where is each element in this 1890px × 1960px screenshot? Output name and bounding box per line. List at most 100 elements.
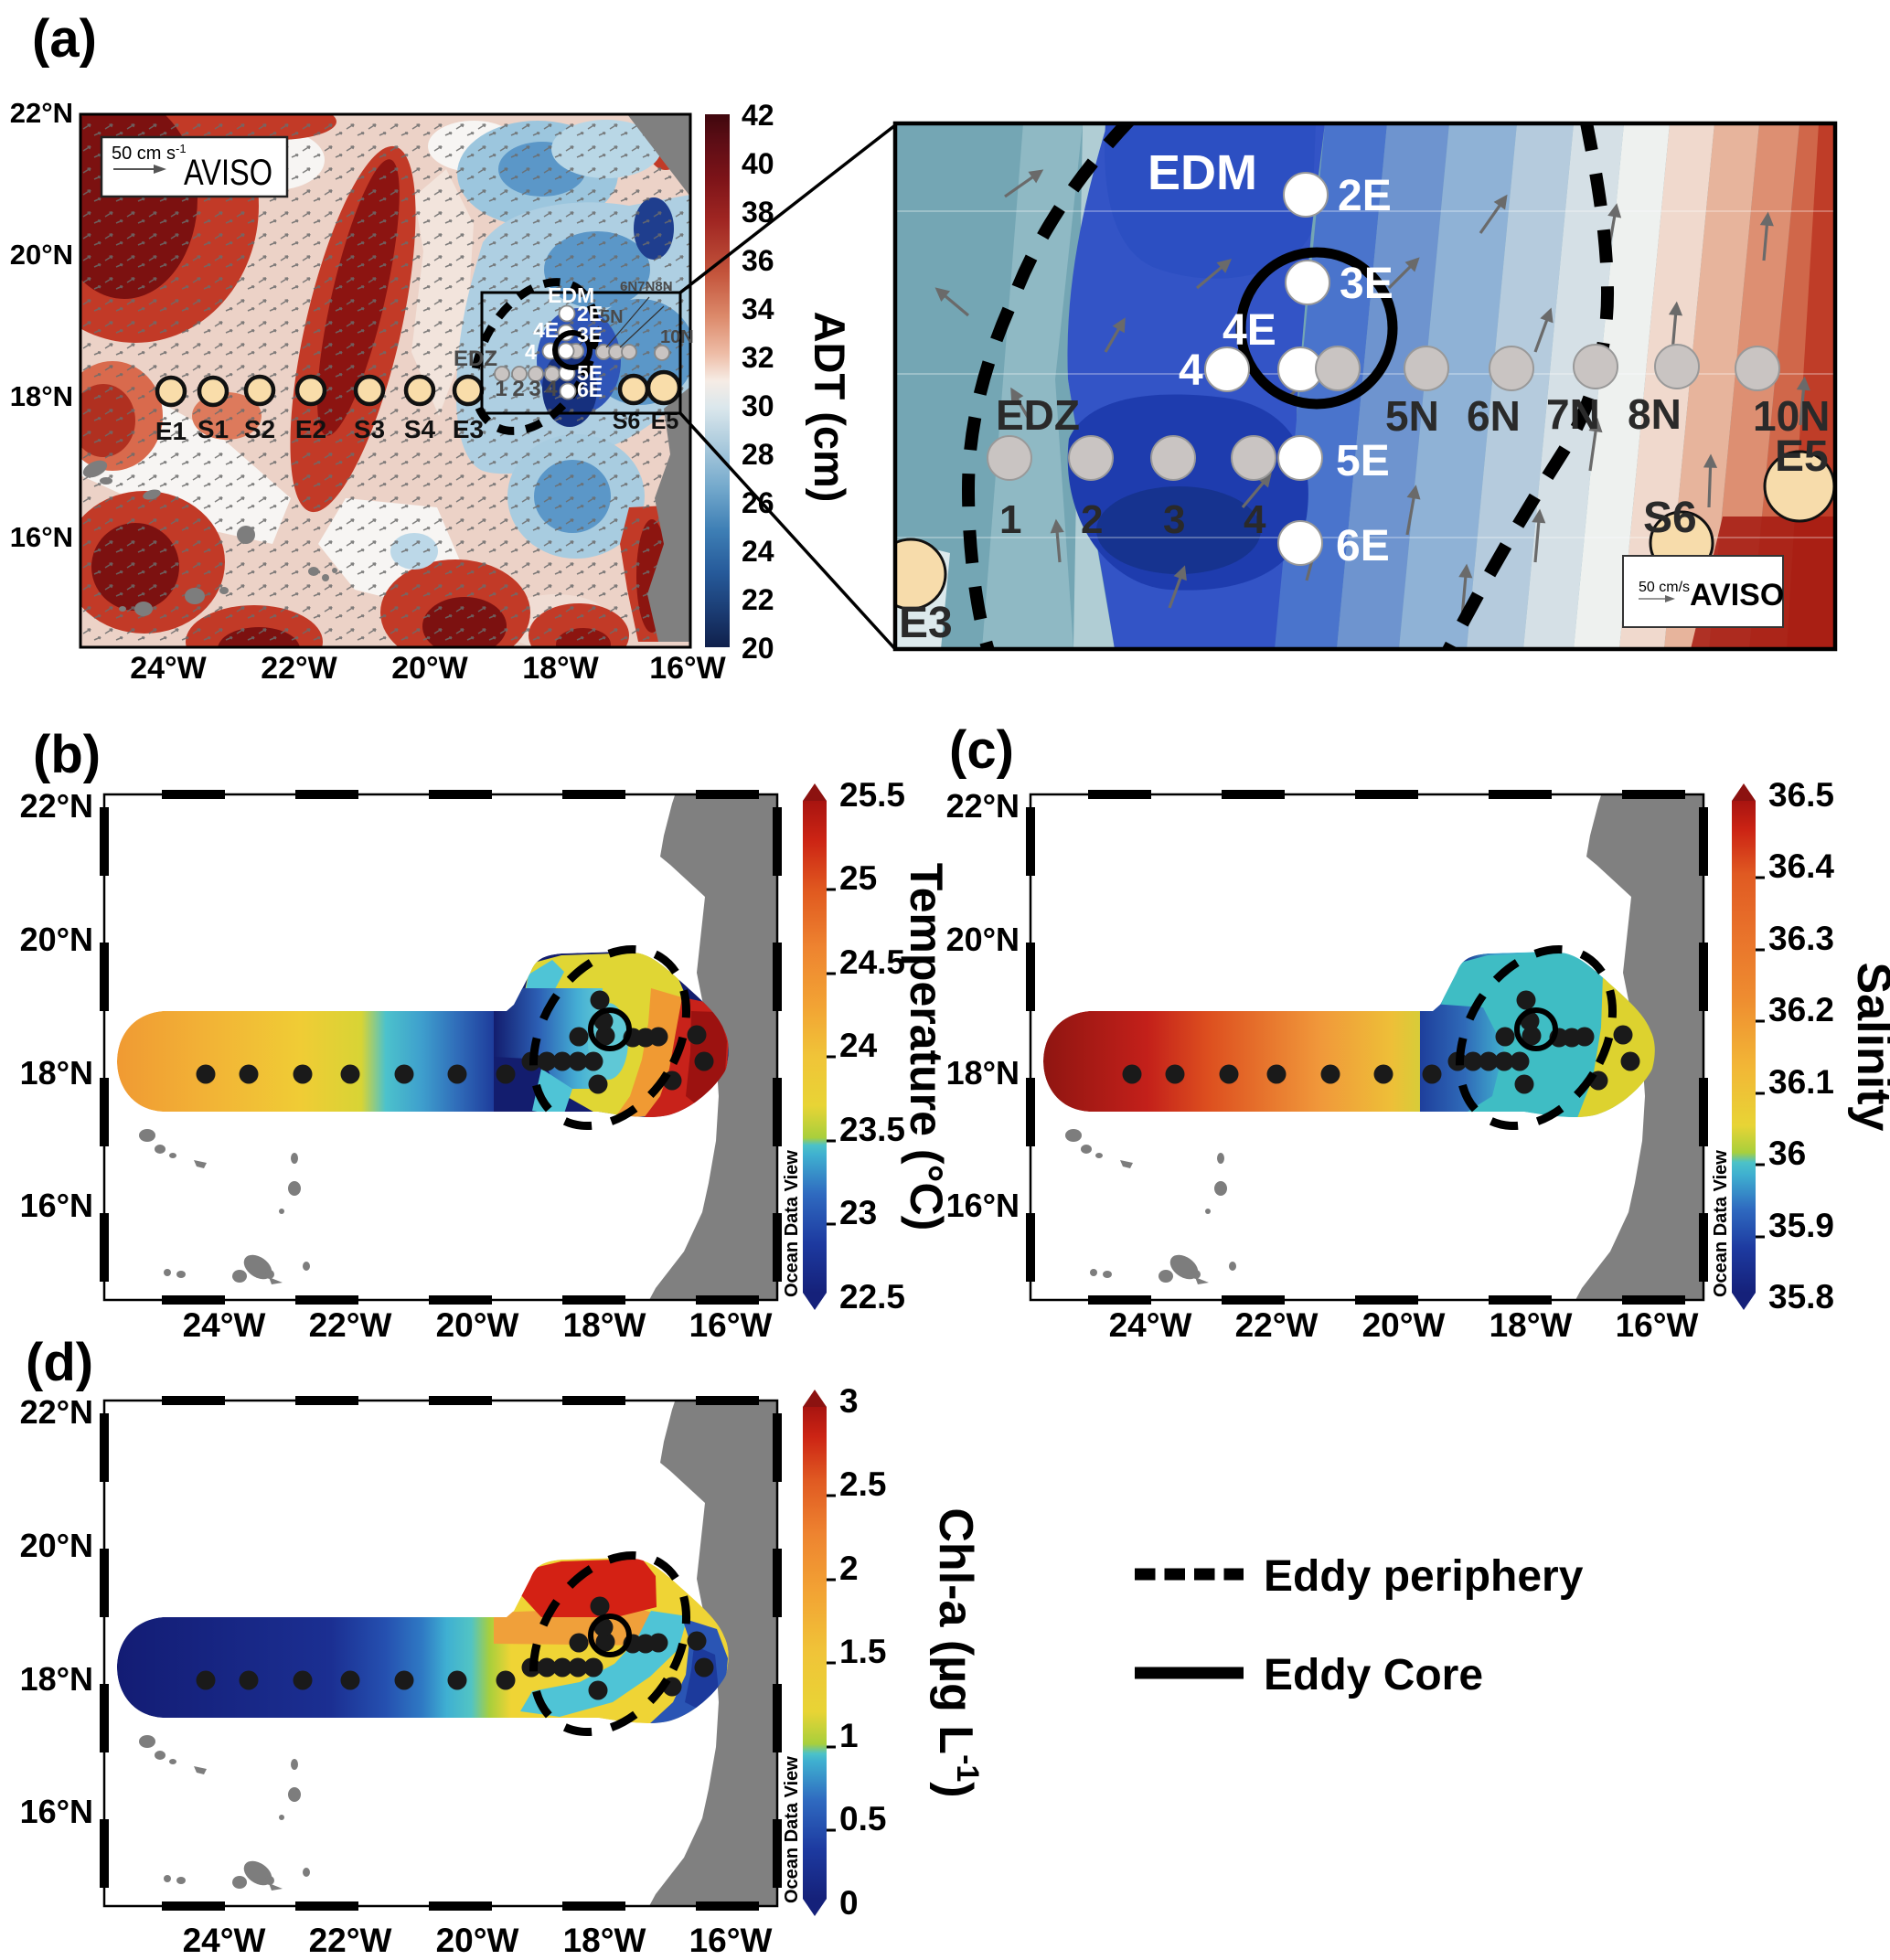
svg-text:10N: 10N xyxy=(660,327,694,347)
svg-text:EDM: EDM xyxy=(1148,145,1257,200)
svg-text:0: 0 xyxy=(839,1884,859,1922)
svg-text:3: 3 xyxy=(529,377,540,401)
svg-text:5N: 5N xyxy=(1385,392,1439,440)
svg-text:1.5: 1.5 xyxy=(839,1633,886,1670)
svg-text:1: 1 xyxy=(839,1717,859,1754)
svg-text:Ocean Data View: Ocean Data View xyxy=(782,1756,802,1903)
svg-text:36.2: 36.2 xyxy=(1768,991,1834,1028)
svg-text:1: 1 xyxy=(495,377,507,401)
svg-text:36.3: 36.3 xyxy=(1768,920,1834,957)
svg-text:36: 36 xyxy=(742,244,774,277)
svg-text:(c): (c) xyxy=(949,720,1014,780)
svg-text:E3: E3 xyxy=(453,415,484,443)
svg-text:2: 2 xyxy=(839,1550,859,1587)
svg-text:4: 4 xyxy=(1244,497,1266,542)
svg-text:18°W: 18°W xyxy=(522,651,599,686)
svg-text:50 cm/s: 50 cm/s xyxy=(1639,580,1690,595)
svg-text:E3: E3 xyxy=(899,599,953,647)
svg-text:4: 4 xyxy=(1179,346,1203,395)
svg-text:3E: 3E xyxy=(577,323,603,346)
svg-text:36: 36 xyxy=(1768,1134,1806,1172)
svg-text:16°W: 16°W xyxy=(649,651,726,686)
svg-text:5E: 5E xyxy=(577,361,603,385)
svg-text:Salinity: Salinity xyxy=(1847,963,1890,1132)
svg-text:42: 42 xyxy=(742,99,774,132)
svg-text:Eddy periphery: Eddy periphery xyxy=(1264,1552,1584,1601)
svg-text:16°N: 16°N xyxy=(10,521,73,553)
svg-text:AVISO: AVISO xyxy=(1690,578,1784,612)
svg-text:EDZ: EDZ xyxy=(996,391,1080,439)
svg-text:S3: S3 xyxy=(354,415,385,443)
svg-text:S1: S1 xyxy=(198,415,229,443)
svg-text:6E: 6E xyxy=(1336,522,1390,570)
svg-text:(a): (a) xyxy=(32,9,97,69)
svg-text:22.5: 22.5 xyxy=(839,1278,905,1316)
svg-text:S6: S6 xyxy=(1643,494,1697,542)
svg-text:4: 4 xyxy=(545,377,558,401)
svg-text:E2: E2 xyxy=(295,415,326,443)
svg-text:3: 3 xyxy=(1163,497,1185,542)
svg-text:24: 24 xyxy=(742,535,774,568)
svg-text:Temperature (°C): Temperature (°C) xyxy=(901,863,952,1230)
svg-text:S2: S2 xyxy=(244,415,275,443)
svg-text:32: 32 xyxy=(742,341,774,374)
svg-text:7N: 7N xyxy=(1546,390,1600,438)
svg-text:22: 22 xyxy=(742,583,774,616)
svg-text:35.9: 35.9 xyxy=(1768,1207,1834,1244)
svg-text:2: 2 xyxy=(512,377,524,401)
svg-text:3: 3 xyxy=(839,1382,859,1420)
svg-text:4E: 4E xyxy=(533,318,559,342)
svg-text:EDM: EDM xyxy=(548,283,594,307)
svg-text:3E: 3E xyxy=(1340,260,1393,308)
svg-text:E5: E5 xyxy=(1775,432,1829,481)
svg-text:36.1: 36.1 xyxy=(1768,1063,1834,1101)
svg-text:24.5: 24.5 xyxy=(839,943,905,981)
svg-text:35.8: 35.8 xyxy=(1768,1278,1834,1316)
svg-text:22°N: 22°N xyxy=(10,97,73,129)
svg-text:5E: 5E xyxy=(1336,437,1390,485)
svg-text:20°N: 20°N xyxy=(10,239,73,271)
svg-text:Ocean Data View: Ocean Data View xyxy=(782,1150,802,1297)
svg-text:2.5: 2.5 xyxy=(839,1465,886,1503)
svg-text:0.5: 0.5 xyxy=(839,1800,886,1838)
svg-text:8N: 8N xyxy=(1628,390,1682,438)
svg-text:20°W: 20°W xyxy=(391,651,468,686)
svg-text:6E: 6E xyxy=(577,378,603,401)
svg-text:23.5: 23.5 xyxy=(839,1111,905,1148)
svg-text:AVISO: AVISO xyxy=(184,153,272,193)
svg-text:S4: S4 xyxy=(404,415,436,443)
svg-text:10N: 10N xyxy=(1753,392,1830,440)
svg-text:1: 1 xyxy=(999,497,1021,542)
svg-text:25: 25 xyxy=(839,859,877,897)
svg-text:2: 2 xyxy=(1081,497,1103,542)
svg-text:23: 23 xyxy=(839,1194,877,1231)
svg-text:22°W: 22°W xyxy=(261,651,337,686)
svg-text:20: 20 xyxy=(742,632,774,665)
svg-text:4E: 4E xyxy=(1223,306,1276,355)
svg-text:EDZ: EDZ xyxy=(454,346,497,371)
svg-text:2E: 2E xyxy=(577,302,603,325)
svg-text:4: 4 xyxy=(525,340,537,364)
svg-text:40: 40 xyxy=(742,147,774,180)
svg-text:50 cm s-1: 50 cm s-1 xyxy=(112,142,187,165)
svg-text:Ocean Data View: Ocean Data View xyxy=(1711,1150,1731,1297)
svg-text:E1: E1 xyxy=(155,417,187,445)
svg-text:36.5: 36.5 xyxy=(1768,776,1834,814)
svg-text:24: 24 xyxy=(839,1027,878,1064)
svg-text:5N: 5N xyxy=(600,307,624,327)
svg-text:28: 28 xyxy=(742,438,774,471)
svg-text:Chl-a (µg L-1): Chl-a (µg L-1) xyxy=(929,1507,985,1797)
svg-text:(d): (d) xyxy=(26,1333,93,1392)
svg-text:25.5: 25.5 xyxy=(839,776,905,814)
svg-text:ADT (cm): ADT (cm) xyxy=(806,312,854,503)
svg-text:34: 34 xyxy=(742,293,774,325)
svg-text:24°W: 24°W xyxy=(130,651,207,686)
svg-text:36.4: 36.4 xyxy=(1768,847,1834,885)
svg-text:26: 26 xyxy=(742,486,774,519)
svg-text:6N7N8N: 6N7N8N xyxy=(620,279,673,294)
svg-text:30: 30 xyxy=(742,389,774,422)
svg-text:Eddy Core: Eddy Core xyxy=(1264,1651,1483,1699)
svg-text:18°N: 18°N xyxy=(10,380,73,412)
svg-text:(b): (b) xyxy=(33,725,101,784)
svg-text:2E: 2E xyxy=(1338,172,1392,220)
